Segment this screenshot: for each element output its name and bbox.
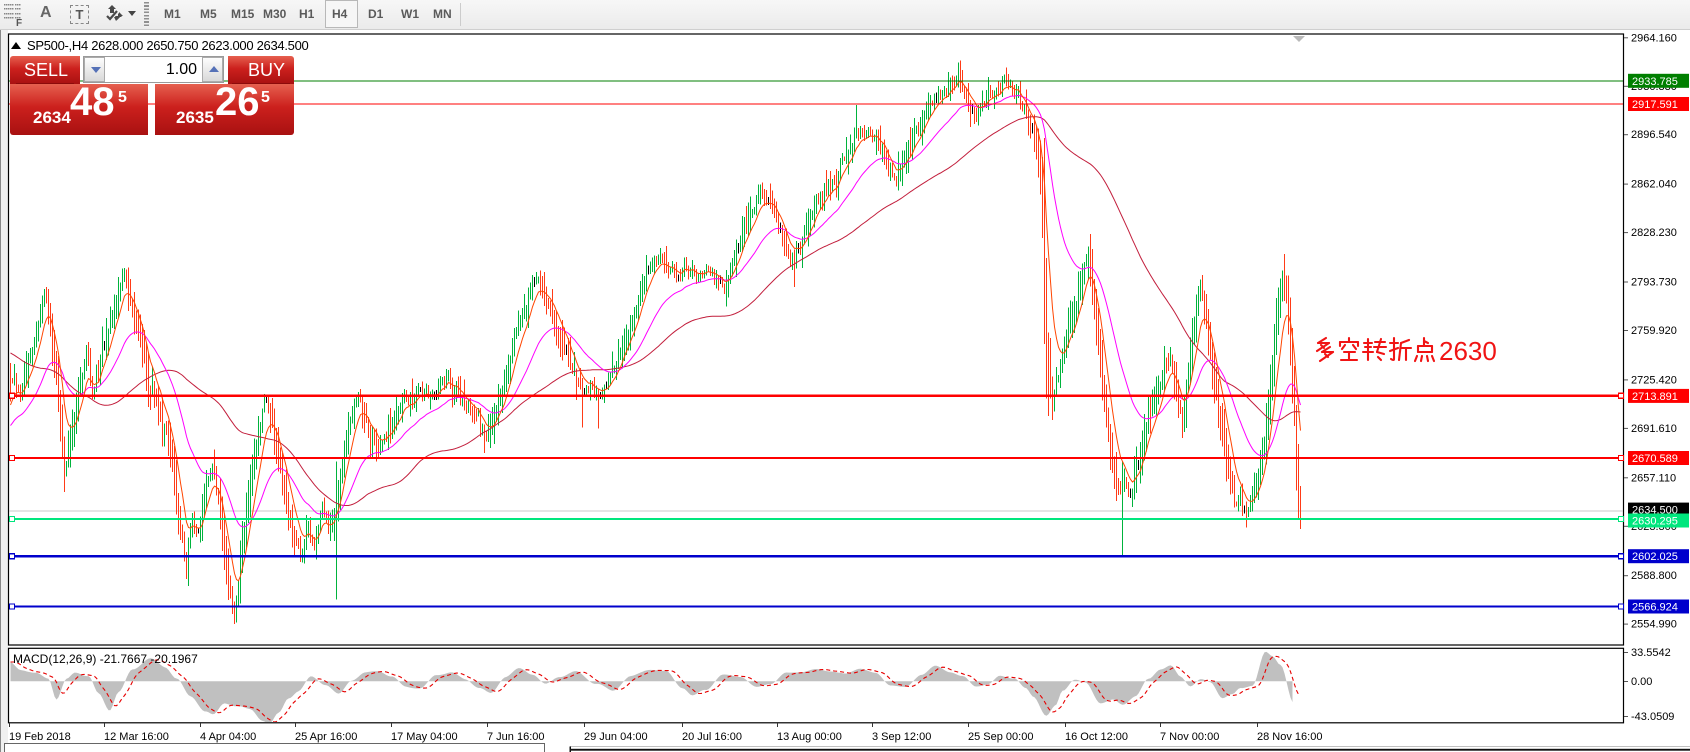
svg-text:2630.295: 2630.295 <box>1632 516 1678 528</box>
svg-text:20 Jul 16:00: 20 Jul 16:00 <box>682 731 742 743</box>
svg-text:2862.040: 2862.040 <box>1631 179 1677 191</box>
svg-text:4 Apr 04:00: 4 Apr 04:00 <box>200 731 256 743</box>
svg-text:17 May 04:00: 17 May 04:00 <box>391 731 458 743</box>
svg-text:19 Feb 2018: 19 Feb 2018 <box>9 731 71 743</box>
svg-text:2793.730: 2793.730 <box>1631 277 1677 289</box>
svg-text:MACD(12,26,9) -21.7667 -20.196: MACD(12,26,9) -21.7667 -20.1967 <box>13 652 198 666</box>
svg-text:2554.990: 2554.990 <box>1631 619 1677 631</box>
svg-text:25 Apr 16:00: 25 Apr 16:00 <box>295 731 357 743</box>
svg-text:2602.025: 2602.025 <box>1632 551 1678 563</box>
svg-text:-43.0509: -43.0509 <box>1631 711 1674 723</box>
svg-text:28 Nov 16:00: 28 Nov 16:00 <box>1257 731 1322 743</box>
svg-text:2917.591: 2917.591 <box>1632 99 1678 111</box>
svg-text:2828.230: 2828.230 <box>1631 227 1677 239</box>
svg-text:0.00: 0.00 <box>1631 676 1652 688</box>
svg-text:29 Jun 04:00: 29 Jun 04:00 <box>584 731 648 743</box>
svg-text:25 Sep 00:00: 25 Sep 00:00 <box>968 731 1033 743</box>
svg-text:2713.891: 2713.891 <box>1632 391 1678 403</box>
svg-text:2657.110: 2657.110 <box>1631 472 1676 484</box>
svg-text:2566.924: 2566.924 <box>1632 602 1678 614</box>
svg-text:2759.920: 2759.920 <box>1631 325 1677 337</box>
svg-text:2588.800: 2588.800 <box>1631 570 1677 582</box>
svg-text:F: F <box>16 18 22 28</box>
svg-text:2896.540: 2896.540 <box>1631 129 1677 141</box>
svg-text:2691.610: 2691.610 <box>1631 423 1677 435</box>
svg-text:SP500-,H4 2628.000 2650.750 2: SP500-,H4 2628.000 2650.750 2623.000 263… <box>27 38 308 53</box>
svg-text:12 Mar 16:00: 12 Mar 16:00 <box>104 731 169 743</box>
svg-text:2933.785: 2933.785 <box>1632 76 1678 88</box>
svg-text:7 Nov 00:00: 7 Nov 00:00 <box>1160 731 1219 743</box>
svg-text:2964.160: 2964.160 <box>1631 32 1677 44</box>
svg-text:2725.420: 2725.420 <box>1631 374 1677 386</box>
svg-text:13 Aug 00:00: 13 Aug 00:00 <box>777 731 842 743</box>
svg-text:3 Sep 12:00: 3 Sep 12:00 <box>872 731 931 743</box>
svg-text:2670.589: 2670.589 <box>1632 453 1678 465</box>
svg-text:7 Jun 16:00: 7 Jun 16:00 <box>487 731 545 743</box>
svg-text:16 Oct 12:00: 16 Oct 12:00 <box>1065 731 1128 743</box>
svg-text:2630: 2630 <box>1439 336 1497 366</box>
svg-text:33.5542: 33.5542 <box>1631 647 1671 659</box>
